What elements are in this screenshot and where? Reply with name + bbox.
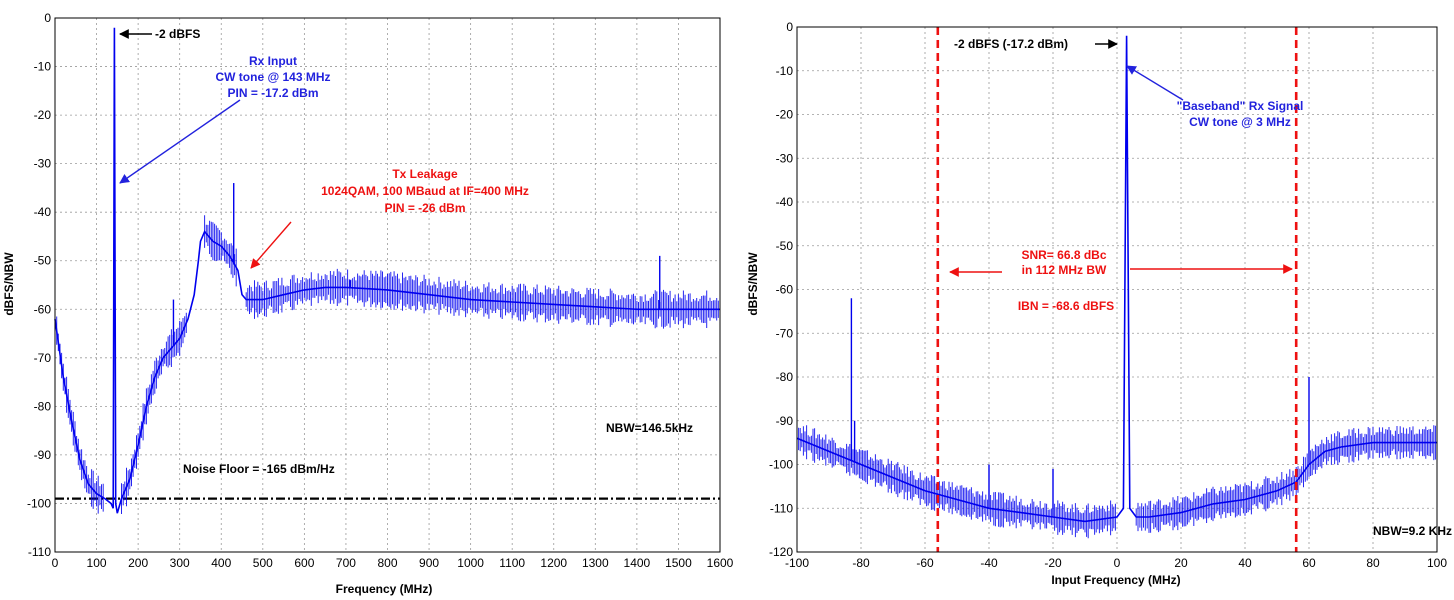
right-chart-x-axis-label: Input Frequency (MHz) bbox=[1051, 573, 1180, 587]
left-tx-leakage-power: PIN = -26 dBm bbox=[384, 201, 465, 215]
x-tick-label: 0 bbox=[1114, 556, 1121, 570]
y-tick-label: -40 bbox=[34, 205, 52, 219]
right-snr-value: SNR= 66.8 dBc bbox=[1021, 248, 1106, 262]
y-tick-label: -40 bbox=[776, 195, 794, 209]
y-tick-label: -10 bbox=[34, 60, 52, 74]
x-tick-label: 400 bbox=[211, 556, 231, 570]
x-tick-label: 100 bbox=[1427, 556, 1447, 570]
right-baseband-title: "Baseband" Rx Signal bbox=[1177, 99, 1304, 113]
y-tick-label: -30 bbox=[776, 151, 794, 165]
left-chart-tick-labels: 0 100 200 300 400 500 600 700 800 900 1000 1100 1200… bbox=[27, 11, 734, 570]
y-tick-label: -80 bbox=[34, 399, 52, 413]
right-baseband-arrow bbox=[1126, 65, 1184, 101]
right-nbw-label: NBW=9.2 KHz bbox=[1373, 524, 1452, 538]
x-tick-label: -100 bbox=[785, 556, 809, 570]
series-noise-band bbox=[796, 425, 1436, 539]
x-tick-label: 1100 bbox=[499, 556, 525, 570]
x-tick-label: 20 bbox=[1174, 556, 1188, 570]
x-tick-label: 700 bbox=[336, 556, 356, 570]
y-tick-label: -10 bbox=[776, 64, 794, 78]
right-chart-y-axis-label: dBFS/NBW bbox=[746, 252, 760, 316]
x-tick-label: 800 bbox=[377, 556, 397, 570]
y-tick-label: -20 bbox=[776, 108, 794, 122]
x-tick-label: 60 bbox=[1302, 556, 1316, 570]
y-tick-label: 0 bbox=[44, 11, 51, 25]
x-tick-label: -20 bbox=[1044, 556, 1062, 570]
x-tick-label: 1600 bbox=[707, 556, 734, 570]
series-line bbox=[54, 27, 720, 514]
left-tx-leakage-modulation: 1024QAM, 100 MBaud at IF=400 MHz bbox=[321, 184, 529, 198]
left-rx-input-title: Rx Input bbox=[249, 54, 297, 68]
right-spectrum-chart: -100 -80 -60 -40 -20 0 20 40 60 80 100 0 -10 -20 -30 -4… bbox=[746, 20, 1452, 587]
left-tx-leakage-arrow bbox=[250, 221, 292, 269]
left-chart-x-axis-label: Frequency (MHz) bbox=[336, 582, 433, 596]
y-tick-label: -60 bbox=[34, 302, 52, 316]
y-tick-label: -80 bbox=[776, 370, 794, 384]
left-tx-leakage-title: Tx Leakage bbox=[392, 167, 458, 181]
y-tick-label: 0 bbox=[786, 20, 793, 34]
left-peak-label: -2 dBFS bbox=[155, 27, 200, 41]
right-ibn-label: IBN = -68.6 dBFS bbox=[1018, 299, 1114, 313]
x-tick-label: -40 bbox=[980, 556, 998, 570]
left-nbw-label: NBW=146.5kHz bbox=[606, 421, 693, 435]
x-tick-label: 200 bbox=[128, 556, 148, 570]
y-tick-label: -110 bbox=[770, 501, 793, 515]
left-chart-series bbox=[54, 27, 720, 514]
right-chart-frame bbox=[796, 26, 1438, 553]
x-tick-label: 1000 bbox=[457, 556, 484, 570]
x-tick-label: 1200 bbox=[540, 556, 567, 570]
y-tick-label: -50 bbox=[34, 254, 52, 268]
y-tick-label: -90 bbox=[776, 414, 794, 428]
y-tick-label: -70 bbox=[776, 326, 794, 340]
right-snr-bandwidth: in 112 MHz BW bbox=[1022, 263, 1107, 277]
y-tick-label: -90 bbox=[34, 448, 52, 462]
x-tick-label: 900 bbox=[419, 556, 439, 570]
y-tick-label: -100 bbox=[27, 496, 51, 510]
left-rx-input-arrow bbox=[119, 99, 241, 184]
x-tick-label: 0 bbox=[52, 556, 59, 570]
x-tick-label: 600 bbox=[294, 556, 314, 570]
left-rx-input-power: PIN = -17.2 dBm bbox=[227, 86, 318, 100]
right-baseband-tone: CW tone @ 3 MHz bbox=[1189, 115, 1291, 129]
y-tick-label: -20 bbox=[34, 108, 52, 122]
right-chart-tick-labels: -100 -80 -60 -40 -20 0 20 40 60 80 100 0 -10 -20 -30 -4… bbox=[769, 20, 1447, 570]
x-tick-label: 100 bbox=[87, 556, 107, 570]
y-tick-label: -100 bbox=[769, 458, 793, 472]
x-tick-label: 500 bbox=[253, 556, 273, 570]
x-tick-label: -60 bbox=[916, 556, 934, 570]
right-chart-bandwidth-markers bbox=[936, 27, 1298, 552]
x-tick-label: 300 bbox=[170, 556, 190, 570]
left-noise-floor-label: Noise Floor = -165 dBm/Hz bbox=[183, 462, 335, 476]
x-tick-label: -80 bbox=[852, 556, 870, 570]
series-noise-band bbox=[54, 215, 719, 514]
y-tick-label: -70 bbox=[34, 351, 52, 365]
right-peak-label: -2 dBFS (-17.2 dBm) bbox=[954, 37, 1068, 51]
y-tick-label: -60 bbox=[776, 283, 794, 297]
y-tick-label: -50 bbox=[776, 239, 794, 253]
x-tick-label: 1500 bbox=[665, 556, 692, 570]
y-tick-label: -120 bbox=[769, 545, 793, 559]
y-tick-label: -30 bbox=[34, 157, 52, 171]
x-tick-label: 1400 bbox=[624, 556, 651, 570]
x-tick-label: 80 bbox=[1366, 556, 1380, 570]
left-spectrum-chart: 0 100 200 300 400 500 600 700 800 900 1000 1100 1200… bbox=[2, 11, 734, 596]
left-chart-y-axis-label: dBFS/NBW bbox=[2, 252, 16, 316]
y-tick-label: -110 bbox=[28, 545, 51, 559]
x-tick-label: 40 bbox=[1238, 556, 1252, 570]
left-chart-frame bbox=[54, 17, 721, 553]
left-rx-input-tone: CW tone @ 143 MHz bbox=[215, 70, 330, 84]
x-tick-label: 1300 bbox=[582, 556, 609, 570]
series-line bbox=[796, 35, 1437, 523]
